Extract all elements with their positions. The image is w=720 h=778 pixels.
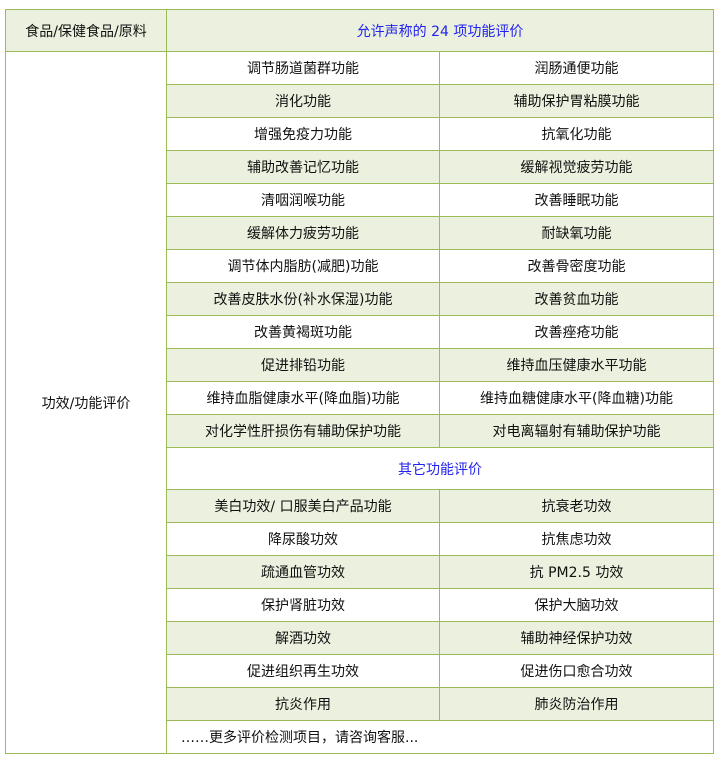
function-item: 耐缺氧功能 xyxy=(439,216,714,250)
function-item: 改善黄褐斑功能 xyxy=(166,315,440,349)
function-item: 增强免疫力功能 xyxy=(166,117,440,151)
function-item: 抗氧化功能 xyxy=(439,117,714,151)
function-item: 润肠通便功能 xyxy=(439,51,714,85)
function-item: 抗衰老功效 xyxy=(439,489,714,523)
function-item: 改善骨密度功能 xyxy=(439,249,714,283)
function-item: 清咽润喉功能 xyxy=(166,183,440,217)
function-item: 对电离辐射有辅助保护功能 xyxy=(439,414,714,448)
function-item: 维持血脂健康水平(降血脂)功能 xyxy=(166,381,440,415)
more-row: ……更多评价检测项目，请咨询客服... xyxy=(6,720,714,754)
function-item: 辅助神经保护功效 xyxy=(439,621,714,655)
header-allowed-functions: 允许声称的 24 项功能评价 xyxy=(166,9,714,52)
table-row: 清咽润喉功能 改善睡眠功能 xyxy=(6,183,714,217)
function-item: 对化学性肝损伤有辅助保护功能 xyxy=(166,414,440,448)
table-row: 对化学性肝损伤有辅助保护功能 对电离辐射有辅助保护功能 xyxy=(6,414,714,448)
function-item: 降尿酸功效 xyxy=(166,522,440,556)
function-item: 抗焦虑功效 xyxy=(439,522,714,556)
table-row: 增强免疫力功能 抗氧化功能 xyxy=(6,117,714,151)
function-item: 缓解视觉疲劳功能 xyxy=(439,150,714,184)
table-row: 促进组织再生功效 促进伤口愈合功效 xyxy=(6,654,714,688)
more-info-text: ……更多评价检测项目，请咨询客服... xyxy=(166,720,714,754)
table-row: 改善皮肤水份(补水保湿)功能 改善贫血功能 xyxy=(6,282,714,316)
function-item: 改善痤疮功能 xyxy=(439,315,714,349)
table-row: 缓解体力疲劳功能 耐缺氧功能 xyxy=(6,216,714,250)
table-row: 保护肾脏功效 保护大脑功效 xyxy=(6,588,714,622)
table-row: 促进排铅功能 维持血压健康水平功能 xyxy=(6,348,714,382)
function-item: 改善贫血功能 xyxy=(439,282,714,316)
function-item: 调节体内脂肪(减肥)功能 xyxy=(166,249,440,283)
function-item: 保护肾脏功效 xyxy=(166,588,440,622)
table-row: 降尿酸功效 抗焦虑功效 xyxy=(6,522,714,556)
function-item: 促进伤口愈合功效 xyxy=(439,654,714,688)
table-row: 改善黄褐斑功能 改善痤疮功能 xyxy=(6,315,714,349)
function-item: 辅助保护胃粘膜功能 xyxy=(439,84,714,118)
function-item: 疏通血管功效 xyxy=(166,555,440,589)
side-label: 功效/功能评价 xyxy=(5,51,167,754)
table-row: 抗炎作用 肺炎防治作用 xyxy=(6,687,714,721)
table-row: 辅助改善记忆功能 缓解视觉疲劳功能 xyxy=(6,150,714,184)
function-item: 抗炎作用 xyxy=(166,687,440,721)
function-item: 促进组织再生功效 xyxy=(166,654,440,688)
function-item: 保护大脑功效 xyxy=(439,588,714,622)
function-item: 改善睡眠功能 xyxy=(439,183,714,217)
function-item: 美白功效/ 口服美白产品功能 xyxy=(166,489,440,523)
function-item: 辅助改善记忆功能 xyxy=(166,150,440,184)
function-item: 肺炎防治作用 xyxy=(439,687,714,721)
function-item: 缓解体力疲劳功能 xyxy=(166,216,440,250)
header-category: 食品/保健食品/原料 xyxy=(5,9,167,52)
function-item: 调节肠道菌群功能 xyxy=(166,51,440,85)
table-row: 功效/功能评价 调节肠道菌群功能 润肠通便功能 xyxy=(5,51,714,754)
table-row: 调节体内脂肪(减肥)功能 改善骨密度功能 xyxy=(6,249,714,283)
other-functions-title: 其它功能评价 xyxy=(166,447,714,490)
function-evaluation-table: 食品/保健食品/原料 允许声称的 24 项功能评价 功效/功能评价 调节肠道菌群功… xyxy=(5,9,714,754)
function-item: 维持血糖健康水平(降血糖)功能 xyxy=(439,381,714,415)
function-item: 抗 PM2.5 功效 xyxy=(439,555,714,589)
table-row: 消化功能 辅助保护胃粘膜功能 xyxy=(6,84,714,118)
function-item: 消化功能 xyxy=(166,84,440,118)
function-item: 促进排铅功能 xyxy=(166,348,440,382)
function-item: 改善皮肤水份(补水保湿)功能 xyxy=(166,282,440,316)
function-item: 解酒功效 xyxy=(166,621,440,655)
table-row: 维持血脂健康水平(降血脂)功能 维持血糖健康水平(降血糖)功能 xyxy=(6,381,714,415)
function-item: 维持血压健康水平功能 xyxy=(439,348,714,382)
